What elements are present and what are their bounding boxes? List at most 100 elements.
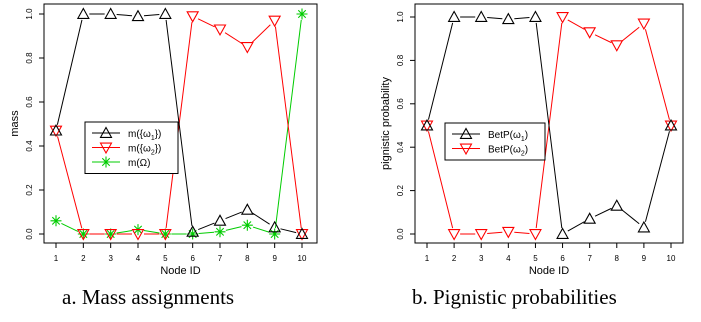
y-tick-label: 0.0 xyxy=(25,228,34,240)
legend-marker xyxy=(100,156,112,168)
x-tick-label: 5 xyxy=(163,254,168,263)
series-line-segment xyxy=(116,230,133,234)
y-tick-label: 0.4 xyxy=(396,141,405,153)
data-point xyxy=(447,10,461,22)
y-tick-label: 0.8 xyxy=(396,54,405,66)
legend-label: m({ω2}) xyxy=(128,144,161,157)
legend-marker xyxy=(459,127,473,139)
y-tick-label: 0.6 xyxy=(396,98,405,110)
data-point xyxy=(556,227,569,239)
data-point xyxy=(76,229,90,241)
legend-marker xyxy=(99,126,113,138)
series-line-segment xyxy=(198,231,215,235)
x-tick-label: 10 xyxy=(667,254,676,263)
series-line-segment xyxy=(56,19,83,125)
x-tick-label: 4 xyxy=(506,254,511,263)
pignistic-probability-chart: 1 2 3 4 5 6 7 8 9 10 0.0 0.2 0.4 0.6 0.8 1.0 Node ID pign… xyxy=(380,3,684,277)
series-line-segment xyxy=(427,131,454,229)
series-line-segment xyxy=(487,231,503,235)
data-point xyxy=(583,212,597,224)
series-line-segment xyxy=(165,19,193,226)
series-line-segment xyxy=(514,231,530,235)
data-point xyxy=(296,8,308,20)
x-tick-label: 3 xyxy=(108,254,113,263)
x-tick-label: 1 xyxy=(425,254,430,263)
x-tick-label: 2 xyxy=(81,254,86,263)
data-point xyxy=(420,118,434,131)
x-tick-label: 3 xyxy=(479,254,484,263)
data-point xyxy=(104,229,118,241)
data-point xyxy=(158,7,172,19)
plot-frame xyxy=(43,3,318,244)
series-line-segment xyxy=(514,16,530,20)
y-tick-label: 0.8 xyxy=(25,52,34,64)
legend-label: BetP(ω2) xyxy=(488,145,528,158)
series-line-segment xyxy=(487,16,503,20)
legend: BetP(ω1) BetP(ω2) xyxy=(444,122,546,161)
data-point xyxy=(447,229,461,241)
x-tick-label: 7 xyxy=(218,254,223,263)
y-axis-label: mass xyxy=(9,110,21,137)
series-line-segment xyxy=(535,22,563,229)
x-tick-label: 2 xyxy=(452,254,457,263)
series-line-segment xyxy=(252,212,270,225)
x-tick-label: 9 xyxy=(272,254,277,263)
legend-box xyxy=(444,122,546,161)
data-point xyxy=(529,10,542,22)
data-point xyxy=(637,220,651,233)
series-line-segment xyxy=(644,29,670,120)
x-tick-label: 8 xyxy=(615,254,620,263)
legend: m({ω1}) m({ω2})m(Ω) xyxy=(84,121,179,174)
x-tick-label: 8 xyxy=(245,254,250,263)
data-point xyxy=(664,118,678,131)
data-point xyxy=(50,215,62,227)
legend-marker xyxy=(99,142,113,155)
series-line-segment xyxy=(594,207,612,217)
series-line-segment xyxy=(224,32,243,45)
y-tick-label: 0.4 xyxy=(25,140,34,152)
series-line-segment xyxy=(143,230,160,234)
x-tick-label: 6 xyxy=(190,254,195,263)
series-BetP(ω1) xyxy=(420,10,678,239)
data-point xyxy=(131,9,145,22)
series-line-segment xyxy=(225,211,242,220)
data-point xyxy=(76,7,90,19)
series-line-segment xyxy=(567,19,585,30)
data-point xyxy=(77,228,89,240)
y-tick-label: 0.0 xyxy=(396,228,405,240)
series-line-segment xyxy=(427,22,454,120)
y-tick-label: 1.0 xyxy=(396,11,405,23)
x-axis-label: Node ID xyxy=(160,265,200,277)
data-point xyxy=(240,42,254,54)
series-line-segment xyxy=(198,222,215,231)
data-point xyxy=(186,11,200,23)
data-point xyxy=(213,214,227,226)
data-point xyxy=(104,7,118,19)
x-tick-label: 4 xyxy=(136,254,141,263)
series-line-segment xyxy=(116,13,133,17)
x-tick-label: 5 xyxy=(533,254,538,263)
series-line-segment xyxy=(143,13,160,17)
data-point xyxy=(610,40,624,52)
series-line-segment xyxy=(197,18,215,28)
series-line-segment xyxy=(621,209,640,225)
legend-label: m({ω1}) xyxy=(128,129,161,142)
series-line-segment xyxy=(274,26,302,229)
data-point xyxy=(269,228,281,240)
data-point xyxy=(49,123,63,136)
y-tick-label: 1.0 xyxy=(25,8,34,20)
series-line-segment xyxy=(251,24,271,44)
data-point xyxy=(268,15,282,28)
series-line-segment xyxy=(225,226,242,231)
y-tick-label: 0.6 xyxy=(25,96,34,108)
data-point xyxy=(214,226,226,238)
series-line-segment xyxy=(61,222,79,232)
mass-assignment-chart: 1 2 3 4 5 6 7 8 9 10 0.0 0.2 0.4 0.6 0.8 1.0 Node ID mass… xyxy=(9,3,318,277)
legend-marker xyxy=(459,143,473,156)
data-point xyxy=(187,228,199,240)
data-point xyxy=(105,228,117,240)
data-point xyxy=(268,220,282,233)
data-point xyxy=(529,229,542,241)
x-axis-label: Node ID xyxy=(529,265,569,277)
x-tick-label: 9 xyxy=(642,254,647,263)
